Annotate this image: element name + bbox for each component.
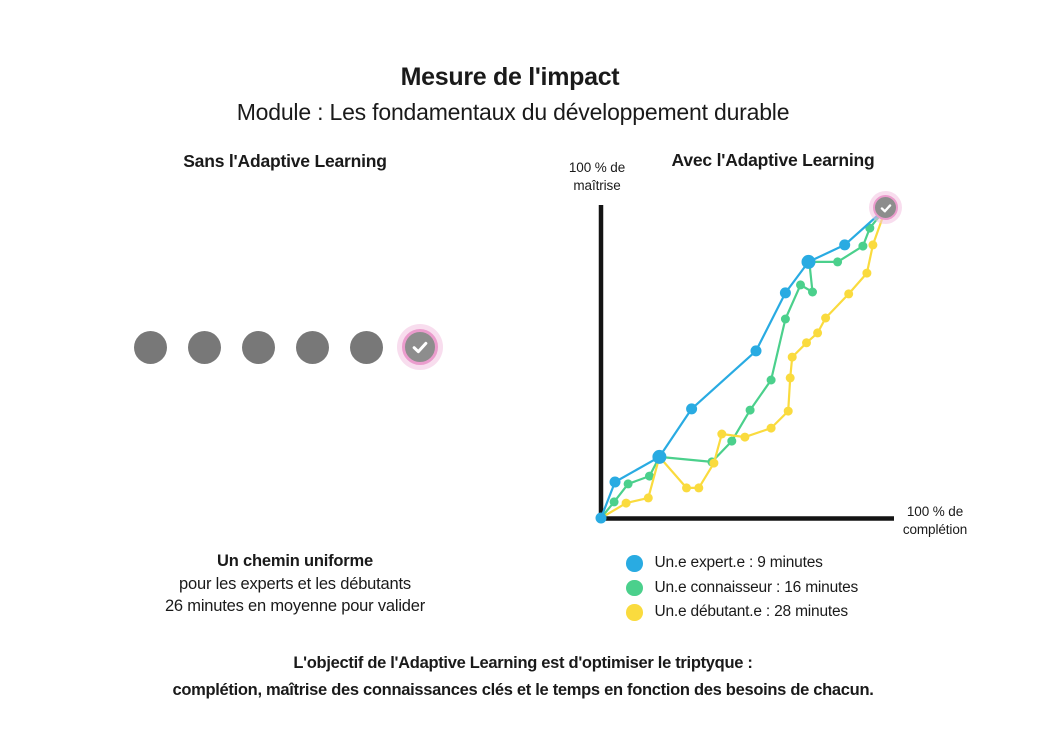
- legend-item: Un.e débutant.e : 28 minutes: [626, 600, 858, 625]
- x-axis-label: 100 % de complétion: [902, 504, 968, 537]
- chart-axes: [598, 205, 894, 521]
- data-point: [686, 403, 698, 415]
- left-caption-title: Un chemin uniforme: [217, 552, 373, 570]
- data-point: [821, 313, 831, 323]
- data-point: [643, 493, 653, 503]
- data-point: [787, 352, 797, 362]
- progress-dot: [296, 330, 329, 364]
- data-point: [766, 423, 776, 433]
- progress-dot: [188, 330, 221, 364]
- page-subtitle: Module : Les fondamentaux du développeme…: [236, 99, 790, 125]
- data-point: [844, 289, 854, 299]
- legend-dot: [626, 555, 643, 572]
- data-point: [766, 375, 776, 385]
- footer-line2: complétion, maîtrise des connaissances c…: [172, 680, 874, 699]
- left-caption-line2: pour les experts et les débutants: [179, 574, 411, 593]
- legend-label: Un.e expert.e : 9 minutes: [654, 554, 823, 572]
- data-point: [862, 268, 872, 278]
- legend-dot: [626, 604, 643, 621]
- data-point: [779, 287, 791, 299]
- data-point: [808, 287, 817, 297]
- left-caption-line3: 26 minutes en moyenne pour valider: [164, 597, 426, 615]
- legend-label: Un.e débutant.e : 28 minutes: [654, 603, 849, 621]
- mastery-completion-chart: [595, 202, 894, 524]
- check-icon: [879, 201, 893, 215]
- y-axis-label: 100 % de maîtrise: [568, 160, 626, 193]
- data-point: [682, 483, 691, 493]
- data-point: [717, 429, 727, 439]
- data-point: [609, 476, 621, 488]
- data-point: [780, 314, 790, 324]
- right-panel-title: Avec l'Adaptive Learning: [671, 150, 875, 170]
- chart-area: [560, 155, 1000, 565]
- data-point: [796, 280, 805, 290]
- data-point: [783, 406, 793, 416]
- progress-dot: [242, 330, 275, 364]
- page-title: Mesure de l'impact: [400, 63, 620, 91]
- chart-validated-badge: [873, 195, 898, 220]
- legend-item: Un.e connaisseur : 16 minutes: [626, 576, 858, 601]
- data-point: [813, 328, 823, 338]
- data-point: [802, 338, 811, 348]
- data-point: [785, 373, 795, 383]
- footer-note: L'objectif de l'Adaptive Learning est d'…: [0, 650, 1046, 703]
- series-line: [599, 207, 887, 519]
- data-point: [652, 449, 667, 464]
- data-point: [595, 512, 607, 524]
- chart-legend: Un.e expert.e : 9 minutes Un.e connaisseu…: [626, 551, 858, 625]
- left-panel-title: Sans l'Adaptive Learning: [183, 151, 387, 171]
- data-point: [801, 254, 816, 269]
- legend-item: Un.e expert.e : 9 minutes: [626, 551, 858, 576]
- data-point: [645, 471, 654, 481]
- progress-dot: [134, 330, 167, 364]
- check-icon: [410, 337, 430, 357]
- data-point: [694, 483, 704, 493]
- data-point: [833, 257, 843, 267]
- data-point: [868, 240, 878, 250]
- data-point: [750, 345, 762, 357]
- left-caption: Un chemin uniforme pour les experts et l…: [110, 550, 480, 618]
- legend-label: Un.e connaisseur : 16 minutes: [654, 578, 859, 596]
- uniform-path-dots: [134, 330, 383, 364]
- data-point: [623, 479, 633, 489]
- data-point: [740, 432, 750, 442]
- data-point: [727, 436, 737, 446]
- data-point: [839, 239, 851, 251]
- data-point: [858, 241, 868, 251]
- data-point: [745, 405, 755, 415]
- data-point: [621, 498, 631, 508]
- path-validated-badge: [402, 329, 438, 365]
- uniform-path: [134, 329, 438, 365]
- data-point: [709, 458, 719, 468]
- legend-dot: [626, 579, 643, 596]
- footer-line1: L'objectif de l'Adaptive Learning est d'…: [293, 654, 753, 672]
- data-point: [609, 497, 619, 507]
- progress-dot: [350, 330, 383, 364]
